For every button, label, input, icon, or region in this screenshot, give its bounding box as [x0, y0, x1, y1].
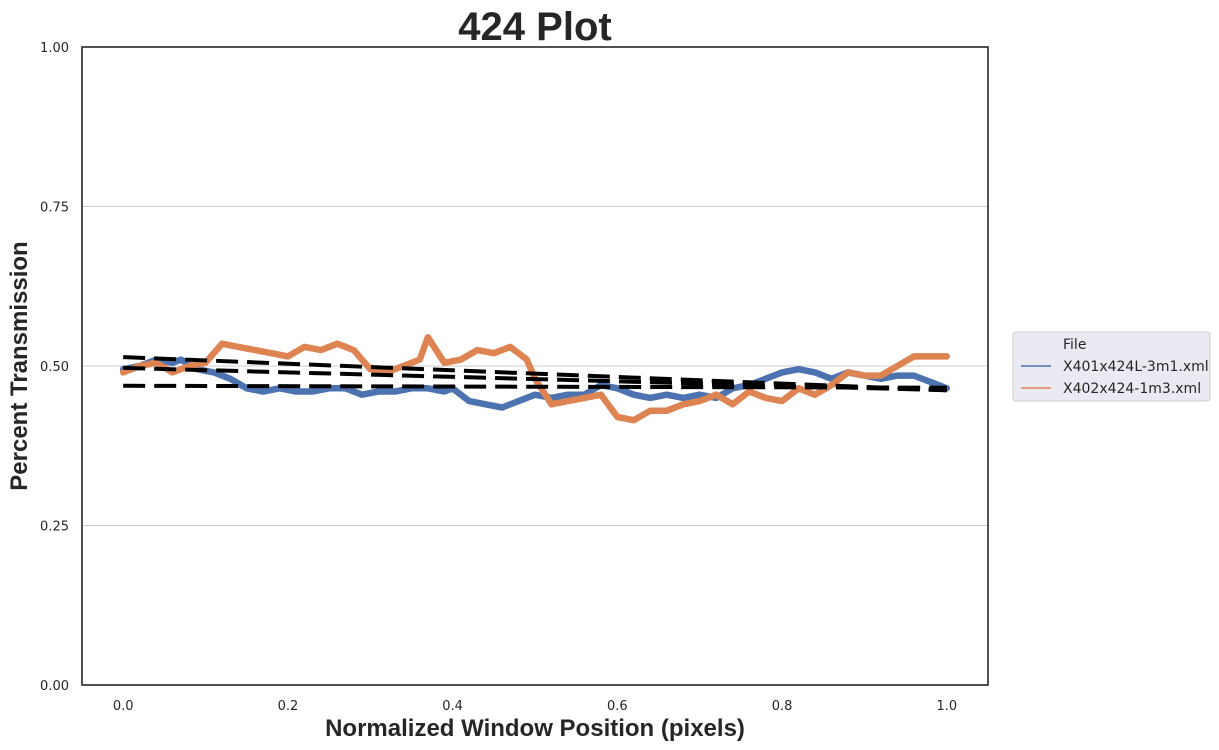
x-tick-label: 0.6 [607, 699, 628, 714]
x-axis-ticks: 0.0 0.2 0.4 0.6 0.8 1.0 [113, 699, 957, 714]
series-line-1 [119, 356, 951, 411]
y-tick-label: 0.00 [40, 679, 69, 694]
y-axis-label: Percent Transmission [6, 241, 33, 490]
x-tick-label: 0.8 [772, 699, 793, 714]
legend-title: File [1063, 337, 1086, 353]
trend-line-3 [123, 383, 947, 390]
grid-lines [82, 206, 988, 526]
plot-area-frame [81, 46, 989, 686]
y-tick-label: 0.50 [40, 360, 69, 375]
legend-entry-series-1: X401x424L-3m1.xml [1063, 359, 1209, 375]
legend-entry-series-2: X402x424-1m3.xml [1063, 381, 1201, 397]
x-tick-label: 1.0 [936, 699, 957, 714]
y-tick-label: 0.25 [40, 520, 69, 535]
x-tick-label: 0.0 [113, 699, 134, 714]
series-line-2 [119, 334, 951, 424]
x-axis-label: Normalized Window Position (pixels) [325, 715, 745, 742]
y-tick-label: 0.75 [40, 201, 69, 216]
chart-title: 424 Plot [458, 5, 611, 49]
x-tick-label: 0.4 [442, 699, 463, 714]
series-group [119, 334, 951, 424]
y-tick-label: 1.00 [40, 41, 69, 56]
y-axis-ticks: 0.00 0.25 0.50 0.75 1.00 [40, 41, 69, 694]
legend-box [1012, 331, 1211, 402]
x-tick-label: 0.2 [278, 699, 299, 714]
trend-lines [123, 355, 947, 393]
legend: File X401x424L-3m1.xml X402x424-1m3.xml [1012, 331, 1211, 402]
